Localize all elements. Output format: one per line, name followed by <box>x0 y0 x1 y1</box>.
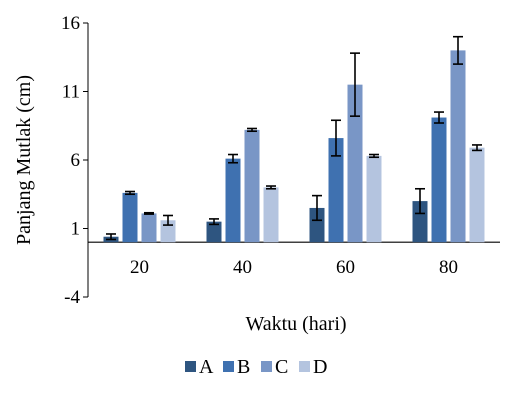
bar-C-60 <box>347 84 363 243</box>
bar-C-40 <box>244 129 260 243</box>
bar-B-80 <box>431 117 447 243</box>
y-tick-label: 16 <box>61 13 80 34</box>
legend-swatch-A <box>185 361 196 372</box>
bar-D-80 <box>469 147 485 243</box>
x-tick-label: 20 <box>130 257 149 278</box>
legend-swatch-B <box>223 361 234 372</box>
legend-label-B: B <box>237 356 250 378</box>
x-tick-label: 80 <box>439 257 458 278</box>
bar-D-60 <box>366 155 382 243</box>
legend-swatch-D <box>299 361 310 372</box>
y-tick-label: 6 <box>71 150 81 171</box>
bar-D-40 <box>263 187 279 243</box>
y-tick-label: -4 <box>64 287 80 308</box>
x-tick-label: 60 <box>336 257 355 278</box>
axes <box>83 22 500 298</box>
x-axis-title: Waktu (hari) <box>245 313 346 335</box>
bar-C-20 <box>141 213 157 243</box>
legend-label-A: A <box>199 356 214 378</box>
bar-A-80 <box>412 201 428 243</box>
bar-A-40 <box>206 221 222 243</box>
x-tick-label: 40 <box>233 257 252 278</box>
y-tick-label: 1 <box>71 219 81 240</box>
legend-swatch-C <box>261 361 272 372</box>
bar-C-80 <box>450 50 466 243</box>
y-tick-label: 11 <box>62 82 80 103</box>
bar-B-20 <box>122 192 138 243</box>
bar-B-40 <box>225 158 241 243</box>
legend: A B C D <box>185 356 327 378</box>
bars <box>103 50 485 243</box>
legend-label-C: C <box>275 356 288 378</box>
y-axis-title: Panjang Mutlak (cm) <box>13 75 35 245</box>
error-bars <box>106 35 482 241</box>
bar-B-60 <box>328 138 344 243</box>
bar-A-60 <box>309 207 325 243</box>
legend-label-D: D <box>313 356 327 378</box>
